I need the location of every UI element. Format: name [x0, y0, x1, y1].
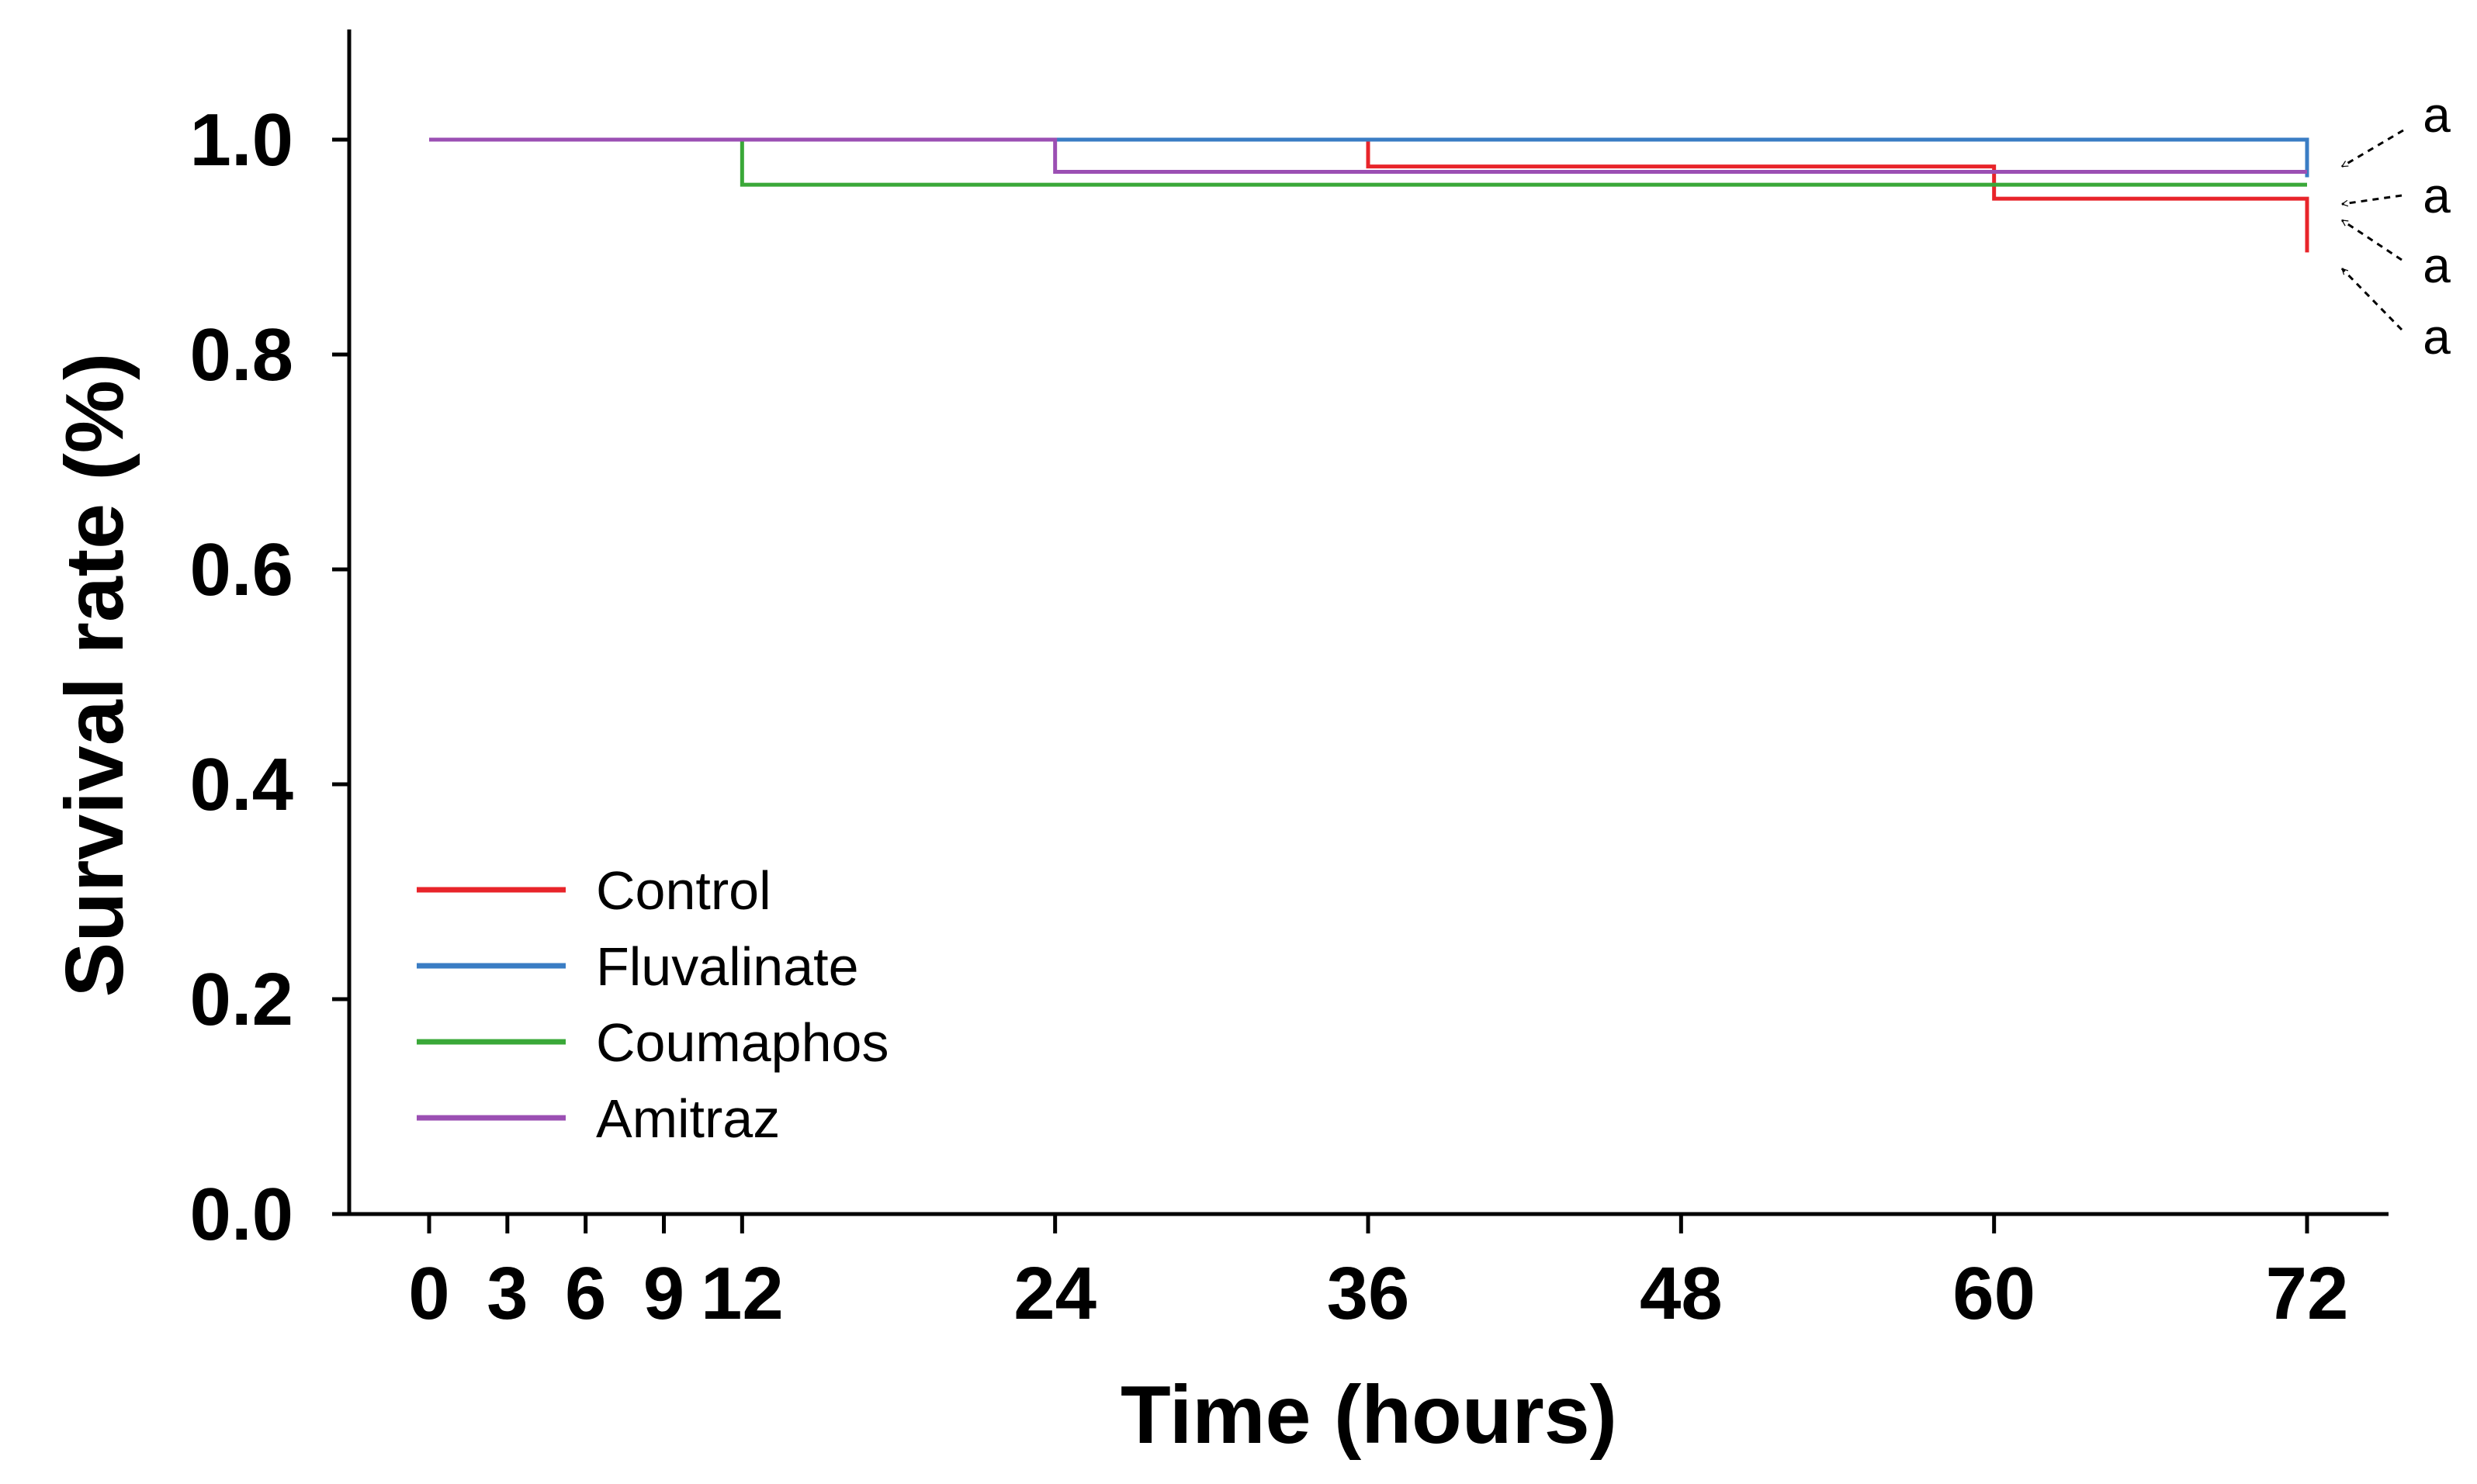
x-tick-label: 48 [1640, 1252, 1723, 1335]
y-axis-ticks: 0.0 0.2 0.4 0.6 0.8 1.0 [190, 99, 349, 1256]
y-tick-label: 0.8 [190, 313, 293, 396]
x-tick-label: 6 [565, 1252, 606, 1335]
series-layer [429, 137, 2309, 253]
annotation-arrow [2342, 194, 2403, 204]
legend-label-amitraz: Amitraz [596, 1088, 780, 1149]
legend-label-control: Control [596, 860, 771, 921]
series-line-amitraz [429, 137, 2307, 175]
legend: Control Fluvalinate Coumaphos Amitraz [417, 860, 889, 1149]
x-tick-label: 3 [487, 1252, 528, 1335]
annotation-arrow [2342, 219, 2403, 261]
annotation-arrow [2340, 268, 2403, 331]
series-line-control [429, 137, 2309, 253]
y-tick-label: 0.4 [190, 743, 293, 826]
legend-label-coumaphos: Coumaphos [596, 1012, 889, 1073]
x-tick-label: 24 [1013, 1252, 1096, 1335]
legend-label-fluvalinate: Fluvalinate [596, 936, 859, 997]
y-tick-label: 1.0 [190, 99, 293, 182]
annotation-arrow [2342, 129, 2404, 168]
annotation-letter: a [2423, 87, 2451, 143]
annotation-letter: a [2423, 237, 2451, 293]
y-tick-label: 0.0 [190, 1173, 293, 1256]
y-tick-label: 0.6 [190, 528, 293, 611]
annotation-letter: a [2423, 309, 2451, 365]
x-axis-ticks: 0 3 6 9 12 24 36 48 60 72 [408, 1214, 2348, 1335]
x-tick-label: 0 [408, 1252, 449, 1335]
x-tick-label: 36 [1327, 1252, 1410, 1335]
x-tick-label: 72 [2266, 1252, 2349, 1335]
x-tick-label: 9 [643, 1252, 684, 1335]
y-axis-title: Survival rate (%) [49, 353, 140, 998]
y-tick-label: 0.2 [190, 958, 293, 1041]
x-axis-title: Time (hours) [1121, 1369, 1617, 1461]
annotation-letter: a [2423, 168, 2451, 223]
x-tick-label: 60 [1952, 1252, 2035, 1335]
x-tick-label: 12 [701, 1252, 784, 1335]
